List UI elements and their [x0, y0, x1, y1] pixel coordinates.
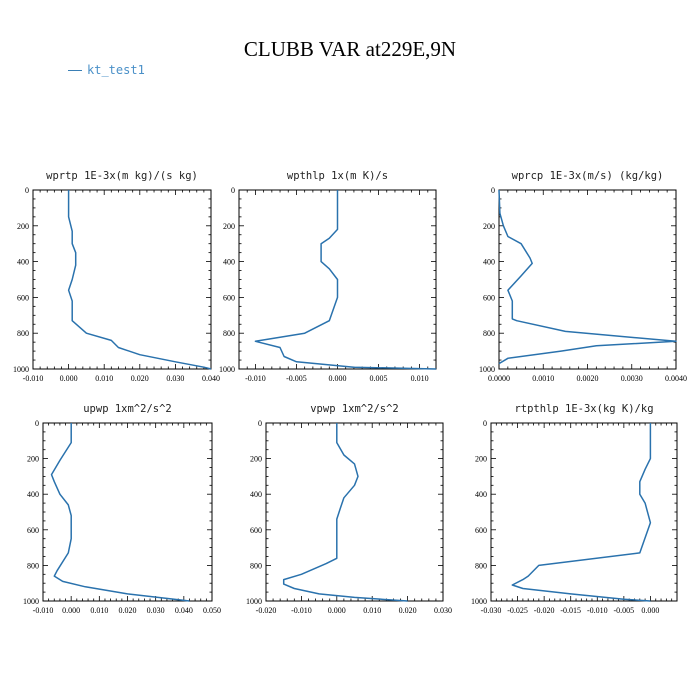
y-tick-label: 1000 — [23, 597, 39, 606]
panel-4: upwp 1xm^2/s^2 0 200 400 600 800 1000-0.010 0.0… — [23, 403, 221, 615]
panel-1: wprtp 1E-3x(m kg)/(s kg) 0 200 400 600 800 100… — [13, 170, 220, 383]
chart-title: CLUBB VAR at229E,9N — [243, 37, 457, 61]
x-tick-label: -0.005 — [614, 606, 635, 615]
x-tick-label: 0.000 — [62, 606, 80, 615]
x-tick-label: 0.0040 — [665, 374, 687, 383]
x-tick-label: 0.0000 — [488, 374, 510, 383]
y-tick-label: 1000 — [219, 365, 235, 374]
plot-frame — [490, 422, 678, 602]
y-tick-label: 800 — [27, 561, 39, 570]
y-tick-label: 800 — [250, 561, 262, 570]
x-tick-label: 0.0030 — [621, 374, 643, 383]
panel-title: wprtp 1E-3x(m kg)/(s kg) — [46, 170, 198, 182]
legend-line-swatch — [68, 69, 82, 71]
x-tick-label: 0.000 — [60, 374, 78, 383]
x-tick-label: 0.000 — [328, 606, 346, 615]
y-tick-label: 0 — [258, 419, 262, 428]
x-tick-label: 0.030 — [434, 606, 452, 615]
x-tick-label: -0.005 — [286, 374, 307, 383]
x-tick-label: 0.005 — [370, 374, 388, 383]
series-line-kt-test1 — [498, 189, 677, 365]
y-tick-label: 1000 — [471, 597, 487, 606]
panel-title: wpthlp 1x(m K)/s — [287, 170, 388, 182]
y-tick-label: 200 — [250, 455, 262, 464]
legend: kt_test1 — [68, 62, 145, 78]
x-tick-label: 0.010 — [90, 606, 108, 615]
panel-title: upwp 1xm^2/s^2 — [83, 403, 172, 415]
x-tick-label: -0.025 — [507, 606, 528, 615]
y-tick-label: 1000 — [246, 597, 262, 606]
panel-title: vpwp 1xm^2/s^2 — [310, 403, 399, 415]
y-tick-label: 0 — [231, 186, 235, 195]
y-tick-label: 400 — [17, 258, 29, 267]
x-tick-label: 0.020 — [399, 606, 417, 615]
y-tick-label: 800 — [475, 561, 487, 570]
x-tick-label: -0.010 — [33, 606, 54, 615]
x-tick-label: -0.010 — [291, 606, 312, 615]
y-tick-label: 400 — [250, 490, 262, 499]
y-tick-label: 1000 — [479, 365, 495, 374]
y-tick-label: 800 — [223, 329, 235, 338]
x-tick-label: 0.030 — [166, 374, 184, 383]
y-tick-label: 600 — [223, 293, 235, 302]
y-tick-label: 0 — [483, 419, 487, 428]
x-tick-label: 0.020 — [119, 606, 137, 615]
y-tick-label: 200 — [483, 222, 495, 231]
panel-5: vpwp 1xm^2/s^2 0 200 400 600 800 1000-0.020 -0.… — [246, 403, 452, 615]
series-line-kt-test1 — [254, 190, 437, 370]
y-tick-label: 400 — [475, 490, 487, 499]
y-tick-label: 200 — [223, 222, 235, 231]
y-tick-label: 600 — [27, 526, 39, 535]
y-tick-label: 0 — [25, 186, 29, 195]
y-tick-label: 600 — [250, 526, 262, 535]
y-tick-label: 600 — [483, 293, 495, 302]
y-tick-label: 400 — [483, 258, 495, 267]
plot-frame — [42, 422, 213, 602]
x-tick-label: -0.010 — [587, 606, 608, 615]
x-tick-label: -0.020 — [534, 606, 555, 615]
series-line-kt-test1 — [50, 423, 190, 602]
series-line-kt-test1 — [67, 190, 212, 370]
y-tick-label: 200 — [475, 455, 487, 464]
y-tick-label: 600 — [17, 293, 29, 302]
y-tick-label: 1000 — [13, 365, 29, 374]
x-tick-label: -0.010 — [245, 374, 266, 383]
panel-3: wprcp 1E-3x(m/s) (kg/kg) 0 200 400 600 800 100… — [479, 170, 687, 383]
x-tick-label: -0.020 — [256, 606, 277, 615]
y-tick-label: 400 — [27, 490, 39, 499]
y-tick-label: 400 — [223, 258, 235, 267]
x-tick-label: 0.050 — [203, 606, 221, 615]
x-tick-label: 0.020 — [131, 374, 149, 383]
y-tick-label: 600 — [475, 526, 487, 535]
plot-frame — [265, 422, 444, 602]
x-tick-label: 0.000 — [641, 606, 659, 615]
panel-title: rtpthlp 1E-3x(kg K)/kg — [514, 403, 653, 415]
x-tick-label: 0.040 — [175, 606, 193, 615]
x-tick-label: -0.010 — [23, 374, 44, 383]
panel-title: wprcp 1E-3x(m/s) (kg/kg) — [512, 170, 664, 182]
panel-2: wpthlp 1x(m K)/s 0 200 400 600 800 1000 -0.010 -… — [219, 170, 437, 383]
x-tick-label: 0.040 — [202, 374, 220, 383]
series-line-kt-test1 — [282, 423, 408, 602]
y-tick-label: 0 — [35, 419, 39, 428]
x-tick-label: -0.015 — [560, 606, 581, 615]
y-tick-label: 200 — [27, 455, 39, 464]
y-tick-label: 200 — [17, 222, 29, 231]
x-tick-label: 0.000 — [329, 374, 347, 383]
x-tick-label: 0.0010 — [532, 374, 554, 383]
y-tick-label: 0 — [491, 186, 495, 195]
x-tick-label: 0.010 — [95, 374, 113, 383]
y-tick-label: 800 — [17, 329, 29, 338]
x-tick-label: -0.030 — [481, 606, 502, 615]
panel-6: rtpthlp 1E-3x(kg K)/kg02004006008001000-… — [471, 403, 678, 615]
x-tick-label: 0.010 — [363, 606, 381, 615]
y-tick-label: 800 — [483, 329, 495, 338]
x-tick-label: 0.010 — [411, 374, 429, 383]
legend-label: kt_test1 — [87, 63, 145, 77]
x-tick-label: 0.030 — [147, 606, 165, 615]
series-line-kt-test1 — [511, 423, 652, 602]
x-tick-label: 0.0020 — [577, 374, 599, 383]
plot-frame — [32, 189, 212, 370]
